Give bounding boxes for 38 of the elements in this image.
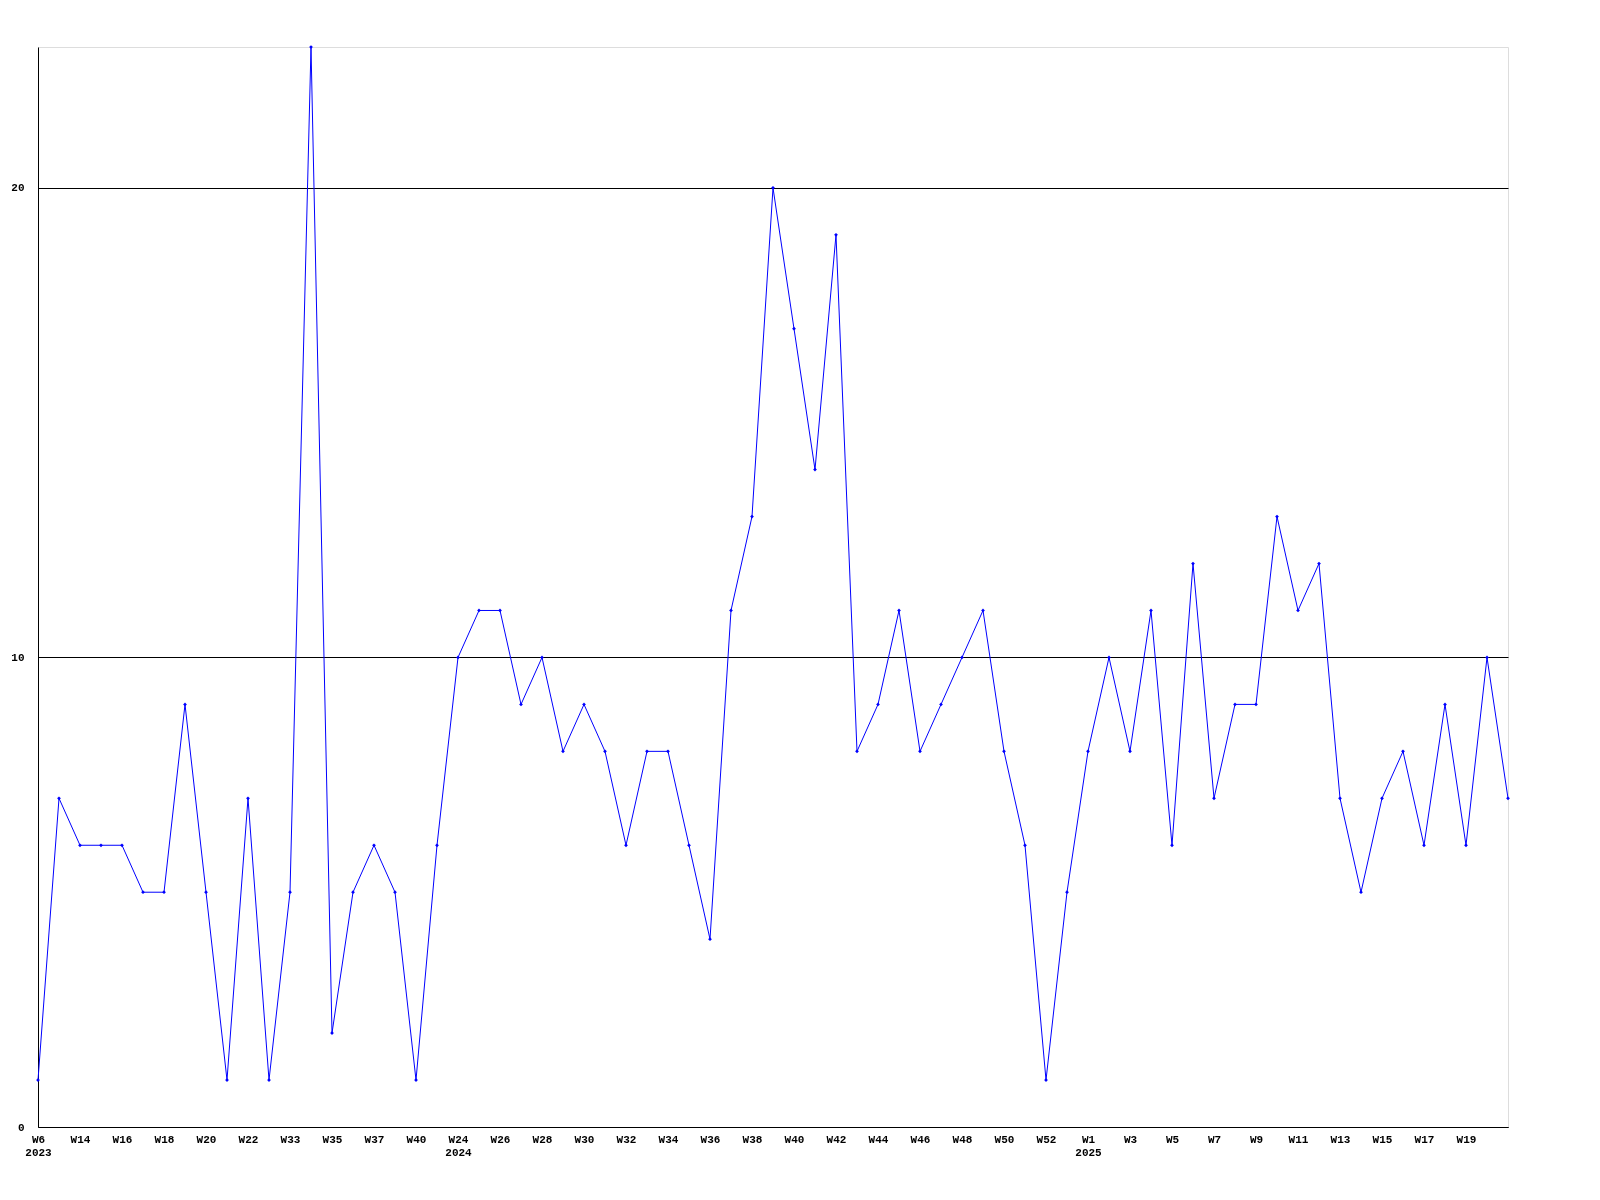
x-tick-label: W20 bbox=[196, 1133, 217, 1146]
x-tick-label: W44 bbox=[868, 1133, 889, 1146]
x-tick-label: W5 bbox=[1165, 1133, 1180, 1146]
x-tick-label: W17 bbox=[1414, 1133, 1435, 1146]
x-tick-label: W40 bbox=[406, 1133, 427, 1146]
x-tick-label: W30 bbox=[574, 1133, 595, 1146]
x-tick-label: W13 bbox=[1330, 1133, 1351, 1146]
x-tick-label: W26 bbox=[490, 1133, 511, 1146]
x-tick-label: W42 bbox=[826, 1133, 847, 1146]
x-tick-label: W52 bbox=[1036, 1133, 1057, 1146]
x-tick-label: W6 2023 bbox=[25, 1133, 53, 1159]
x-tick-label: W9 bbox=[1249, 1133, 1264, 1146]
x-tick-label: W16 bbox=[112, 1133, 133, 1146]
x-tick-label: W19 bbox=[1456, 1133, 1477, 1146]
y-tick-label: 20 bbox=[11, 182, 25, 195]
x-tick-label: W38 bbox=[742, 1133, 763, 1146]
x-tick-label: W37 bbox=[364, 1133, 385, 1146]
x-tick-label: W22 bbox=[238, 1133, 259, 1146]
x-tick-label: W24 2024 bbox=[445, 1133, 473, 1159]
x-tick-label: W36 bbox=[700, 1133, 721, 1146]
x-tick-label: W40 bbox=[784, 1133, 805, 1146]
x-tick-label: W14 bbox=[70, 1133, 91, 1146]
x-tick-label: W11 bbox=[1288, 1133, 1309, 1146]
x-tick-label: W7 bbox=[1207, 1133, 1222, 1146]
y-tick-label: 0 bbox=[17, 1121, 25, 1134]
x-tick-label: W32 bbox=[616, 1133, 637, 1146]
x-tick-label: W34 bbox=[658, 1133, 679, 1146]
x-tick-label: W15 bbox=[1372, 1133, 1393, 1146]
x-tick-label: W18 bbox=[154, 1133, 175, 1146]
x-tick-label: W3 bbox=[1123, 1133, 1138, 1146]
x-tick-label: W46 bbox=[910, 1133, 931, 1146]
x-tick-label: W50 bbox=[994, 1133, 1015, 1146]
x-tick-label: W1 2025 bbox=[1075, 1133, 1103, 1159]
x-tick-label: W35 bbox=[322, 1133, 343, 1146]
x-tick-label: W28 bbox=[532, 1133, 553, 1146]
x-tick-label: W33 bbox=[280, 1133, 301, 1146]
x-tick-label: W48 bbox=[952, 1133, 973, 1146]
y-tick-label: 10 bbox=[11, 651, 25, 664]
